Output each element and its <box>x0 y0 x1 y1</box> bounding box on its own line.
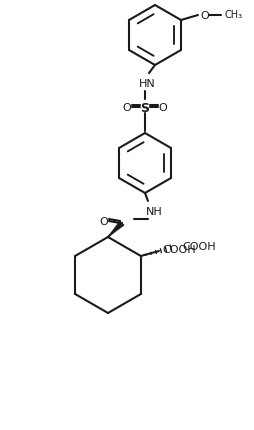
Text: COOH: COOH <box>182 241 216 252</box>
Text: O: O <box>201 11 209 21</box>
Text: COOH: COOH <box>162 244 196 255</box>
Text: S: S <box>140 101 150 114</box>
Text: O: O <box>123 103 131 113</box>
Text: CH₃: CH₃ <box>225 10 243 20</box>
Text: NH: NH <box>146 206 162 216</box>
Text: O: O <box>159 103 167 113</box>
Text: HN: HN <box>139 79 155 89</box>
Text: O: O <box>100 216 108 227</box>
Polygon shape <box>108 221 124 237</box>
